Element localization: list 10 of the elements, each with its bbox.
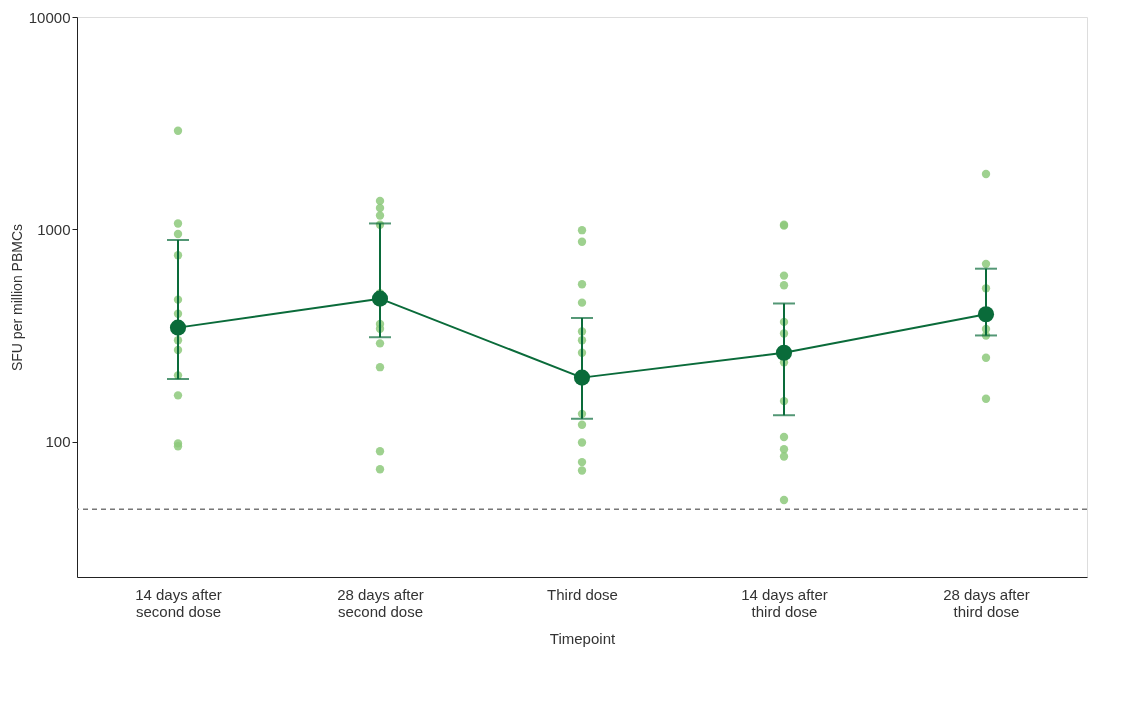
x-tick-label: 14 days after second dose xyxy=(135,585,222,620)
x-tick-label: Third dose xyxy=(547,585,618,603)
x-axis-title: Timepoint xyxy=(549,629,616,647)
x-tick-label: 28 days after second dose xyxy=(337,585,424,620)
y-tick-label: 10000 xyxy=(28,8,71,26)
y-tick-label: 1000 xyxy=(37,220,71,238)
x-tick-label: 28 days after third dose xyxy=(943,585,1030,620)
x-tick-label: 14 days after third dose xyxy=(741,585,828,620)
y-tick-label: 100 xyxy=(45,433,71,451)
y-axis-title: SFU per million PBMCs xyxy=(8,223,25,372)
